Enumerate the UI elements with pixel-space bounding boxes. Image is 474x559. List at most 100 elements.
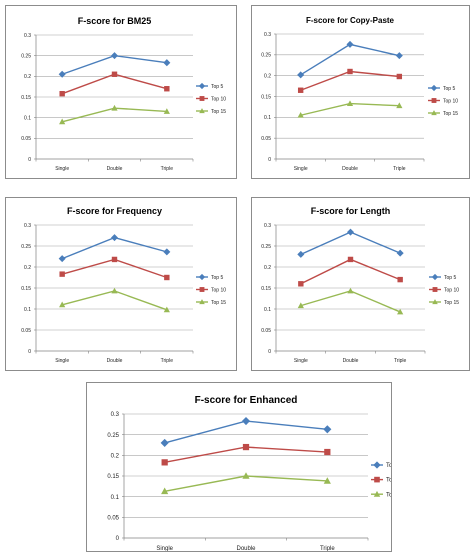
data-point-top-5 xyxy=(58,255,66,263)
x-tick-label-double: Double xyxy=(107,358,123,364)
legend-marker-top-15 xyxy=(199,108,205,114)
data-point-top-15 xyxy=(323,477,331,484)
legend-label-top-5: Top 5 xyxy=(444,275,456,281)
chart-bm25: F-score for BM25 0 0.05 0.1 0.15 0.2 0.25 0.3 Si… xyxy=(21,16,226,172)
series-line-top-10 xyxy=(61,73,168,95)
data-point-top-10 xyxy=(347,68,353,75)
y-tick-label: 0.25 xyxy=(261,53,271,59)
data-point-top-15 xyxy=(111,287,118,294)
data-point-top-10 xyxy=(396,73,403,80)
data-point-top-15 xyxy=(347,287,354,294)
legend-marker-top-5 xyxy=(373,461,381,469)
chart-title: F-score for Copy-Paste xyxy=(306,16,395,25)
chart-panel-bm25: F-score for BM25 0 0.05 0.1 0.15 0.2 0.25 0.3 Si… xyxy=(5,5,237,179)
y-tick-label: 0.05 xyxy=(21,328,31,334)
chart-panel-frequency: F-score for Frequency 0 0.05 0.1 0.15 0.2 0.25… xyxy=(5,197,237,371)
data-point-top-5 xyxy=(346,228,355,236)
x-tick-label-triple: Triple xyxy=(161,166,174,172)
y-tick-label: 0 xyxy=(116,536,120,542)
data-point-top-15 xyxy=(397,308,404,315)
y-tick-label: 0.3 xyxy=(264,32,271,38)
chart-panel-length: F-score for Length 0 0.05 0.1 0.15 0.2 0.25 0.3… xyxy=(251,197,470,371)
y-tick-label: 0.1 xyxy=(24,115,31,121)
data-point-top-10 xyxy=(324,448,331,456)
data-point-top-5 xyxy=(395,52,403,60)
data-point-top-5 xyxy=(163,248,171,256)
legend-label-top-10: Top 10 xyxy=(443,98,458,104)
x-tick-label-double: Double xyxy=(107,166,123,172)
data-point-top-15 xyxy=(297,302,304,309)
y-tick-label: 0 xyxy=(268,157,271,163)
legend-label-top-10: Top 10 xyxy=(444,287,459,293)
data-point-top-5 xyxy=(297,71,305,79)
y-tick-label: 0.15 xyxy=(261,94,271,100)
x-tick-label-single: Single xyxy=(55,358,69,364)
data-point-top-15 xyxy=(346,100,354,107)
data-point-top-5 xyxy=(163,59,171,67)
y-tick-label: 0.05 xyxy=(107,515,119,521)
legend-marker-top-5 xyxy=(431,273,439,281)
x-tick-label-triple: Triple xyxy=(393,166,406,172)
legend-marker-top-15 xyxy=(431,110,437,116)
chart-title: F-score for Length xyxy=(311,206,391,216)
data-point-top-5 xyxy=(160,438,169,447)
x-tick-label-double: Double xyxy=(236,546,256,551)
data-point-top-15 xyxy=(59,118,66,125)
y-tick-label: 0.2 xyxy=(264,265,271,271)
y-tick-label: 0.3 xyxy=(24,33,31,39)
y-tick-label: 0 xyxy=(28,349,31,355)
y-tick-label: 0.25 xyxy=(21,244,31,250)
chart-enhanced: F-score for Enhanced 0 0.05 0.1 0.15 0.2 0.25 0… xyxy=(107,395,391,551)
legend-label-top-5: Top 5 xyxy=(386,463,391,469)
y-tick-label: 0.05 xyxy=(21,136,31,142)
legend-marker-top-10 xyxy=(199,96,205,101)
y-tick-label: 0.25 xyxy=(107,433,119,439)
data-point-top-5 xyxy=(58,70,66,78)
y-tick-label: 0.3 xyxy=(111,412,120,418)
y-tick-label: 0.05 xyxy=(261,328,271,334)
data-point-top-10 xyxy=(161,459,168,466)
legend-marker-top-5 xyxy=(430,84,438,92)
y-tick-label: 0.2 xyxy=(24,265,31,271)
data-point-top-10 xyxy=(298,281,304,287)
y-tick-label: 0.1 xyxy=(264,307,271,313)
legend-marker-top-15 xyxy=(432,299,438,305)
y-tick-label: 0.25 xyxy=(261,244,271,250)
legend-label-top-10: Top 10 xyxy=(211,287,226,293)
data-point-top-5 xyxy=(346,40,354,48)
y-tick-label: 0 xyxy=(28,157,31,163)
legend-label-top-15: Top 15 xyxy=(444,300,459,306)
data-point-top-15 xyxy=(161,487,169,495)
y-tick-label: 0.2 xyxy=(264,73,271,79)
legend-label-top-15: Top 15 xyxy=(386,492,391,498)
series-line-top-10 xyxy=(300,70,400,91)
x-tick-label-triple: Triple xyxy=(161,358,174,364)
legend-label-top-15: Top 15 xyxy=(211,109,226,115)
series-line-top-10 xyxy=(300,258,401,285)
data-point-top-5 xyxy=(241,416,251,426)
x-tick-label-single: Single xyxy=(294,358,308,364)
legend-label-top-10: Top 10 xyxy=(386,478,391,484)
legend-marker-top-10 xyxy=(199,287,205,292)
data-point-top-5 xyxy=(110,234,119,242)
legend-marker-top-15 xyxy=(373,490,381,497)
y-tick-label: 0.05 xyxy=(261,136,271,142)
y-tick-label: 0.3 xyxy=(24,223,31,229)
x-tick-label-double: Double xyxy=(343,358,359,364)
legend-label-top-15: Top 15 xyxy=(211,300,226,306)
data-point-top-15 xyxy=(163,306,170,313)
chart-title: F-score for Enhanced xyxy=(195,395,298,406)
data-point-top-10 xyxy=(111,256,118,263)
legend-marker-top-10 xyxy=(431,98,437,103)
data-point-top-10 xyxy=(111,71,118,77)
y-tick-label: 0.25 xyxy=(21,53,31,59)
chart-panel-copy-paste: F-score for Copy-Paste 0 0.05 0.1 0.15 0.2 0.2… xyxy=(251,5,470,179)
series-line-top-10 xyxy=(61,258,168,279)
legend-label-top-5: Top 5 xyxy=(211,275,223,281)
chart-copy-paste: F-score for Copy-Paste 0 0.05 0.1 0.15 0.2 0.2… xyxy=(261,16,458,172)
x-tick-label-triple: Triple xyxy=(320,546,335,551)
legend-label-top-10: Top 10 xyxy=(211,96,226,102)
y-tick-label: 0.1 xyxy=(111,495,120,501)
y-tick-label: 0 xyxy=(268,349,271,355)
y-tick-label: 0.2 xyxy=(111,453,120,459)
